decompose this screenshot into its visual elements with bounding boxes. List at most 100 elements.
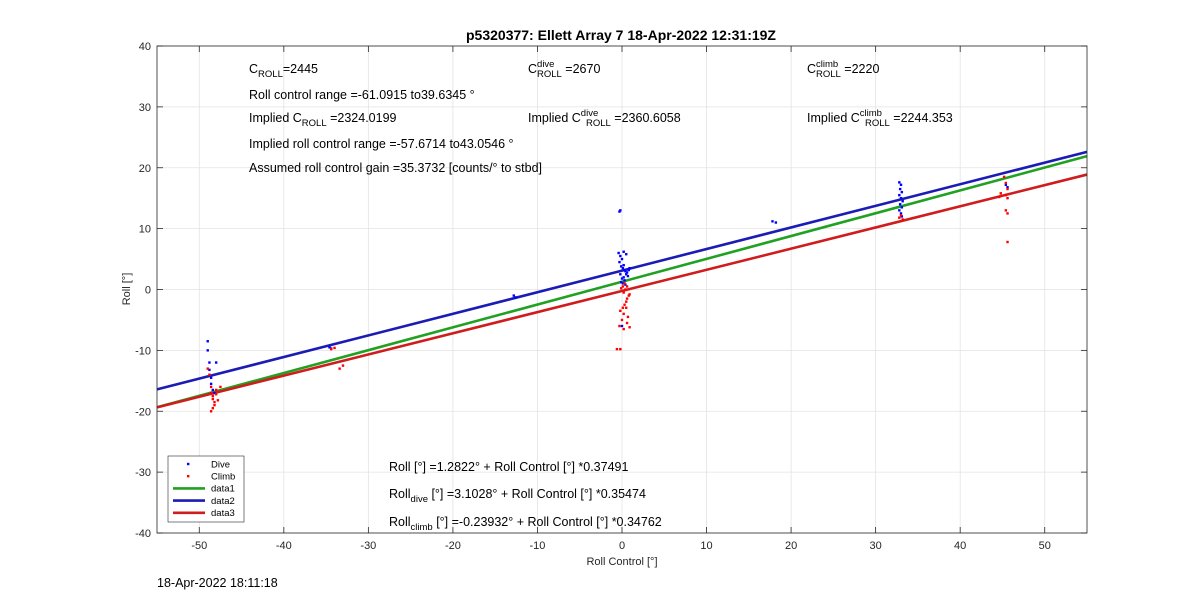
point-climb xyxy=(341,364,345,367)
point-dive xyxy=(622,263,625,267)
point-climb xyxy=(997,195,1001,199)
point-climb xyxy=(620,318,624,322)
point-dive xyxy=(619,273,622,276)
point-climb xyxy=(901,218,904,221)
point-climb xyxy=(625,285,629,288)
c-roll-annotation: CROLL=2445 xyxy=(249,62,318,80)
fit-climb-annotation: Rollclimb [°] =-0.23932° + Roll Control … xyxy=(389,515,662,533)
point-climb xyxy=(622,312,625,316)
legend-label: Dive xyxy=(211,459,230,470)
x-tick-label: -20 xyxy=(445,540,461,552)
point-dive xyxy=(628,266,631,270)
y-tick-label: -30 xyxy=(135,467,151,479)
point-dive xyxy=(209,382,213,386)
point-dive xyxy=(206,349,209,352)
fit-dive-annotation: Rolldive [°] =3.1028° + Roll Control [°]… xyxy=(389,487,646,505)
point-climb xyxy=(1004,193,1008,197)
point-dive xyxy=(898,209,901,212)
point-climb xyxy=(333,346,336,350)
point-dive xyxy=(624,270,627,273)
point-dive xyxy=(901,200,904,203)
point-climb xyxy=(615,347,619,351)
timestamp: 18-Apr-2022 18:11:18 xyxy=(157,576,278,590)
point-climb xyxy=(214,388,218,392)
implied-c-roll-climb-annotation: Implied Cclimb ROLL =2244.353 xyxy=(807,108,953,129)
point-climb xyxy=(625,321,629,325)
y-axis-label: Roll [°] xyxy=(121,273,133,306)
point-dive xyxy=(206,340,209,343)
point-climb xyxy=(622,291,625,294)
point-dive xyxy=(617,251,620,255)
point-climb xyxy=(1004,181,1008,185)
point-climb xyxy=(213,400,216,404)
x-tick-label: 0 xyxy=(619,540,625,552)
gain-annotation: Assumed roll control gain =35.3732 [coun… xyxy=(249,161,542,175)
point-dive xyxy=(625,252,628,256)
point-climb xyxy=(999,192,1002,195)
point-climb xyxy=(338,367,341,370)
point-dive xyxy=(619,265,623,268)
axis-ticks: -50 -40 -30 -20 -10 0 10 20 30 40 50 -40 -30 -20 -10 0 1… xyxy=(135,41,1087,552)
scatter-points xyxy=(206,175,1009,413)
point-dive xyxy=(620,277,624,280)
point-dive xyxy=(771,220,774,223)
legend-label: Climb xyxy=(211,472,235,483)
legend-marker-climb xyxy=(187,475,190,478)
point-dive xyxy=(214,361,218,364)
point-dive xyxy=(900,190,904,194)
point-dive xyxy=(620,324,624,328)
point-dive xyxy=(624,283,627,286)
point-dive xyxy=(627,268,630,272)
point-climb xyxy=(211,407,214,410)
implied-c-roll-annotation: Implied CROLL =2324.0199 xyxy=(249,111,397,129)
legend-marker-dive xyxy=(187,462,190,466)
point-climb xyxy=(628,326,631,329)
point-climb xyxy=(213,403,216,407)
point-dive xyxy=(620,257,624,261)
point-climb xyxy=(209,385,213,389)
point-dive xyxy=(898,181,901,184)
point-dive xyxy=(213,391,216,395)
point-dive xyxy=(622,250,625,253)
point-dive xyxy=(208,368,211,372)
chart-title: p5320377: Ellett Array 7 18-Apr-2022 12:… xyxy=(466,27,776,43)
point-climb xyxy=(619,347,622,351)
point-climb xyxy=(219,385,222,389)
point-climb xyxy=(206,367,209,370)
implied-range-annotation: Implied roll control range =-57.6714 to4… xyxy=(249,137,514,151)
x-axis-label: Roll Control [°] xyxy=(586,556,657,568)
point-dive xyxy=(208,361,211,364)
y-tick-label: -20 xyxy=(135,406,151,418)
point-climb xyxy=(626,315,630,319)
point-climb xyxy=(627,294,630,297)
implied-c-roll-dive-annotation: Implied Cdive ROLL =2360.6058 xyxy=(528,108,681,129)
point-dive xyxy=(898,187,902,191)
point-dive xyxy=(623,279,626,282)
point-dive xyxy=(1004,183,1008,186)
y-tick-label: 20 xyxy=(139,163,151,175)
point-climb xyxy=(1004,209,1008,212)
roll-range-annotation: Roll control range =-61.0915 to39.6345 ° xyxy=(249,88,475,102)
point-dive xyxy=(774,221,778,224)
point-climb xyxy=(216,399,220,402)
x-tick-label: -40 xyxy=(276,540,292,552)
point-climb xyxy=(329,347,333,351)
x-tick-label: 20 xyxy=(785,540,797,552)
point-climb xyxy=(623,282,626,285)
point-climb xyxy=(1002,175,1006,179)
point-dive xyxy=(900,215,904,218)
point-dive xyxy=(621,282,625,285)
point-dive xyxy=(900,206,904,209)
point-climb xyxy=(899,214,903,217)
point-climb xyxy=(625,297,629,300)
point-dive xyxy=(899,183,903,186)
point-dive xyxy=(898,193,901,197)
point-dive xyxy=(625,273,628,276)
point-dive xyxy=(625,271,629,274)
y-tick-label: 0 xyxy=(145,285,151,297)
point-climb xyxy=(1006,212,1009,215)
point-dive xyxy=(619,254,622,258)
point-dive xyxy=(514,296,517,299)
